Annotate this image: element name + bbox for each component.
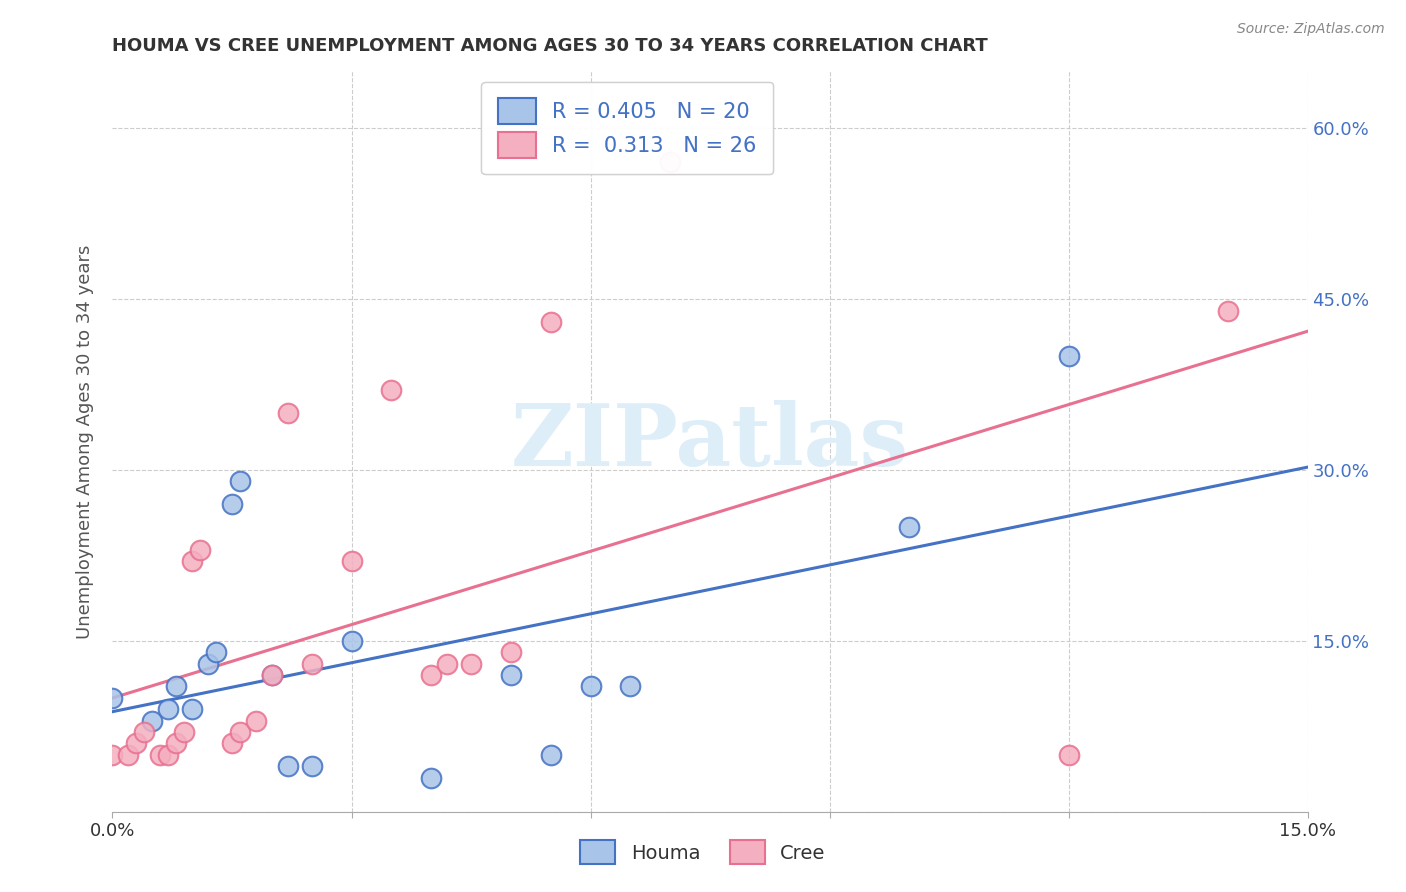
Point bbox=[149, 747, 172, 762]
Point bbox=[229, 725, 252, 739]
Point bbox=[1216, 303, 1239, 318]
Point bbox=[898, 520, 921, 534]
Point bbox=[125, 736, 148, 750]
Point bbox=[205, 645, 228, 659]
Legend: Houma, Cree: Houma, Cree bbox=[567, 827, 839, 878]
Point bbox=[181, 702, 204, 716]
Point bbox=[221, 497, 243, 511]
Point bbox=[165, 736, 187, 750]
Point bbox=[157, 702, 180, 716]
Point bbox=[229, 475, 252, 489]
Point bbox=[1057, 747, 1080, 762]
Point bbox=[499, 668, 522, 682]
Text: ZIPatlas: ZIPatlas bbox=[510, 400, 910, 483]
Point bbox=[659, 155, 682, 169]
Point bbox=[277, 759, 299, 773]
Point bbox=[173, 725, 195, 739]
Point bbox=[420, 771, 443, 785]
Point bbox=[540, 747, 562, 762]
Y-axis label: Unemployment Among Ages 30 to 34 years: Unemployment Among Ages 30 to 34 years bbox=[76, 244, 94, 639]
Text: HOUMA VS CREE UNEMPLOYMENT AMONG AGES 30 TO 34 YEARS CORRELATION CHART: HOUMA VS CREE UNEMPLOYMENT AMONG AGES 30… bbox=[112, 37, 988, 54]
Point bbox=[260, 668, 283, 682]
Point bbox=[301, 657, 323, 671]
Point bbox=[619, 680, 641, 694]
Point bbox=[117, 747, 139, 762]
Point bbox=[301, 759, 323, 773]
Point bbox=[540, 315, 562, 329]
Point bbox=[221, 736, 243, 750]
Point bbox=[157, 747, 180, 762]
Point bbox=[101, 747, 124, 762]
Point bbox=[197, 657, 219, 671]
Point bbox=[277, 406, 299, 420]
Point bbox=[499, 645, 522, 659]
Legend: R = 0.405   N = 20, R =  0.313   N = 26: R = 0.405 N = 20, R = 0.313 N = 26 bbox=[481, 82, 773, 174]
Point bbox=[260, 668, 283, 682]
Point bbox=[245, 714, 267, 728]
Point bbox=[141, 714, 163, 728]
Text: Source: ZipAtlas.com: Source: ZipAtlas.com bbox=[1237, 22, 1385, 37]
Point bbox=[340, 554, 363, 568]
Point bbox=[460, 657, 482, 671]
Point bbox=[579, 680, 602, 694]
Point bbox=[101, 690, 124, 705]
Point bbox=[1057, 349, 1080, 363]
Point bbox=[340, 633, 363, 648]
Point bbox=[165, 680, 187, 694]
Point bbox=[420, 668, 443, 682]
Point bbox=[188, 542, 211, 557]
Point bbox=[134, 725, 156, 739]
Point bbox=[436, 657, 458, 671]
Point bbox=[380, 384, 402, 398]
Point bbox=[181, 554, 204, 568]
